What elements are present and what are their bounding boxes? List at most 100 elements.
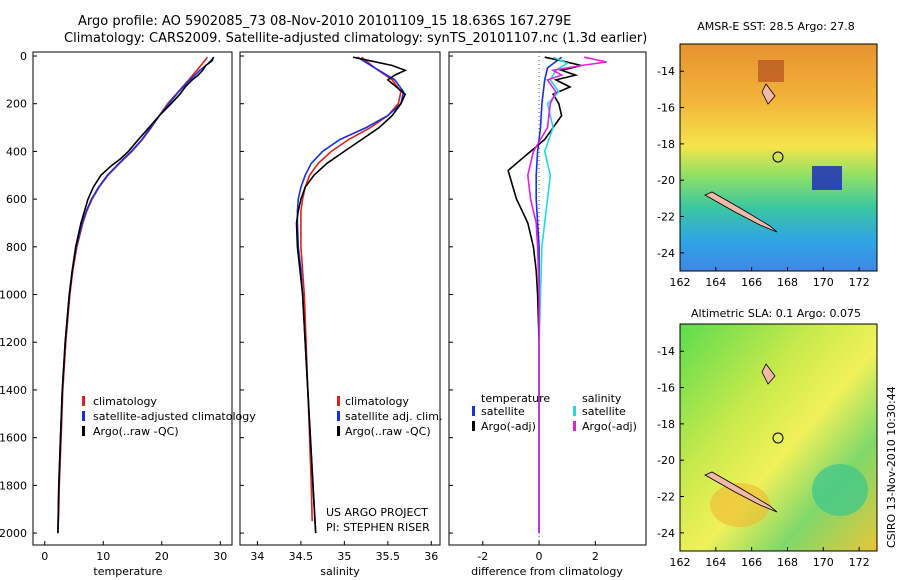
- legend-label-argo: Argo(..raw -QC): [93, 425, 179, 438]
- map-y-tick-label: -22: [657, 211, 675, 224]
- sla-heatmap-field: [680, 324, 877, 551]
- series-line-temperature-argo-adj-: [507, 56, 582, 534]
- y-tick-label: 1200: [0, 336, 27, 349]
- project-line1: US ARGO PROJECT: [326, 506, 428, 519]
- legend-label-argo: Argo(..raw -QC): [345, 425, 431, 438]
- map-x-tick-label: 162: [670, 556, 691, 569]
- sst-warm-patch: [758, 60, 784, 82]
- sst-map-title: AMSR-E SST: 28.5 Argo: 27.8: [697, 20, 855, 33]
- legend-label-sal-satellite: satellite: [582, 405, 626, 418]
- salinity-axes-frame: [239, 51, 441, 546]
- map-x-tick-label: 164: [705, 556, 726, 569]
- sst-map-frame: [679, 43, 878, 272]
- legend-label-climatology: climatology: [345, 395, 409, 408]
- x-tick-label: 0: [41, 550, 48, 563]
- y-tick-label: 0: [20, 50, 27, 63]
- legend-swatch-argo: [82, 426, 85, 436]
- legend-label-temp-argo: Argo(-adj): [481, 420, 536, 433]
- credit-text: CSIRO 13-Nov-2010 10:30:44: [885, 386, 898, 548]
- series-line-argo-raw-qc-: [57, 56, 215, 534]
- project-line2: PI: STEPHEN RISER: [326, 521, 430, 534]
- x-tick-label: 30: [213, 550, 227, 563]
- difference-xlabel: difference from climatology: [471, 565, 623, 578]
- argo-float-marker: [772, 432, 784, 444]
- temperature-axes-frame: [32, 51, 233, 546]
- series-line-satellite-adj-clim-: [296, 56, 405, 534]
- map-x-tick-label: 168: [777, 276, 798, 289]
- series-line-climatology: [57, 56, 209, 522]
- y-tick-label: 1400: [0, 384, 27, 397]
- temperature-panel: 0 10 20 30 0 200 400 600 800 1000 1200 1400 1600 180…: [0, 50, 453, 578]
- difference-panel: -2 0 2 difference from climatology tempera…: [448, 51, 647, 578]
- series-line-argo-raw-qc-: [295, 56, 408, 534]
- new-caledonia-outline: [704, 191, 778, 233]
- temperature-xlabel: temperature: [93, 565, 162, 578]
- island-outline: [761, 363, 776, 385]
- map-x-tick-label: 172: [849, 556, 870, 569]
- map-y-tick-label: -24: [657, 527, 675, 540]
- series-line-salinity-satellite: [538, 56, 569, 534]
- map-x-tick-label: 162: [670, 276, 691, 289]
- map-y-tick-label: -22: [657, 491, 675, 504]
- map-y-tick-label: -16: [657, 382, 675, 395]
- legend-swatch-satellite-adjusted: [82, 411, 85, 421]
- salinity-panel: 34 34.5 35 35.5 36 salinity climatology sate…: [239, 51, 442, 578]
- legend-label-satellite-adjusted: satellite-adjusted climatology: [93, 410, 256, 423]
- map-y-tick-label: -16: [657, 102, 675, 115]
- sla-high-patch: [710, 483, 770, 527]
- header-line2: Climatology: CARS2009. Satellite-adjuste…: [64, 31, 647, 46]
- legend-label-sal-argo: Argo(-adj): [582, 420, 637, 433]
- series-line-satellite-adjusted-climatology: [57, 56, 215, 534]
- map-x-tick-label: 170: [813, 556, 834, 569]
- y-tick-label: 1800: [0, 479, 27, 492]
- x-tick-label: 10: [96, 550, 110, 563]
- legend-label-climatology: climatology: [93, 395, 157, 408]
- legend-swatch-argo: [337, 426, 340, 436]
- y-tick-label: 600: [6, 193, 27, 206]
- legend-label-temp-satellite: satellite: [481, 405, 525, 418]
- x-tick-label: 34: [250, 550, 264, 563]
- x-tick-label: 35: [337, 550, 351, 563]
- map-x-tick-label: 172: [849, 276, 870, 289]
- map-y-tick-label: -24: [657, 247, 675, 260]
- map-y-tick-label: -14: [657, 345, 675, 358]
- new-caledonia-outline: [704, 471, 778, 513]
- legend-swatch-sal-satellite: [573, 406, 576, 416]
- series-line-salinity-argo-adj-: [526, 56, 607, 534]
- map-x-tick-label: 166: [741, 556, 762, 569]
- legend-title-salinity: salinity: [582, 392, 622, 405]
- argo-float-marker: [772, 151, 784, 163]
- y-tick-label: 400: [6, 145, 27, 158]
- map-y-tick-label: -18: [657, 418, 675, 431]
- series-line-climatology: [300, 56, 402, 522]
- sla-map-panel: Altimetric SLA: 0.1 Argo: 0.075 162 164 16…: [657, 307, 878, 569]
- sst-map-panel: AMSR-E SST: 28.5 Argo: 27.8: [657, 20, 878, 289]
- legend-swatch-climatology: [337, 396, 340, 406]
- y-tick-label: 1600: [0, 432, 27, 445]
- x-tick-label: 36: [424, 550, 438, 563]
- difference-axes-frame: [448, 51, 647, 546]
- x-tick-label: 34.5: [289, 550, 314, 563]
- x-tick-label: 35.5: [376, 550, 401, 563]
- map-x-tick-label: 164: [705, 276, 726, 289]
- map-x-tick-label: 170: [813, 276, 834, 289]
- legend-label-satellite-adj: satellite adj. clim.: [345, 410, 442, 423]
- sla-map-frame: [679, 323, 878, 552]
- legend-title-temperature: temperature: [481, 392, 550, 405]
- sla-low-eddy: [812, 464, 868, 516]
- x-tick-label: -2: [477, 550, 488, 563]
- island-outline: [761, 83, 776, 105]
- map-x-tick-label: 168: [777, 556, 798, 569]
- x-tick-label: 2: [592, 550, 599, 563]
- legend-swatch-temp-argo: [472, 421, 475, 431]
- legend-swatch-satellite-adj: [337, 411, 340, 421]
- header-line1: Argo profile: AO 5902085_73 08-Nov-2010 …: [78, 14, 571, 29]
- map-y-tick-label: -20: [657, 174, 675, 187]
- x-tick-label: 20: [155, 550, 169, 563]
- y-tick-label: 2000: [0, 527, 27, 540]
- y-tick-label: 800: [6, 241, 27, 254]
- map-y-tick-label: -14: [657, 65, 675, 78]
- map-y-tick-label: -20: [657, 454, 675, 467]
- map-y-tick-label: -18: [657, 138, 675, 151]
